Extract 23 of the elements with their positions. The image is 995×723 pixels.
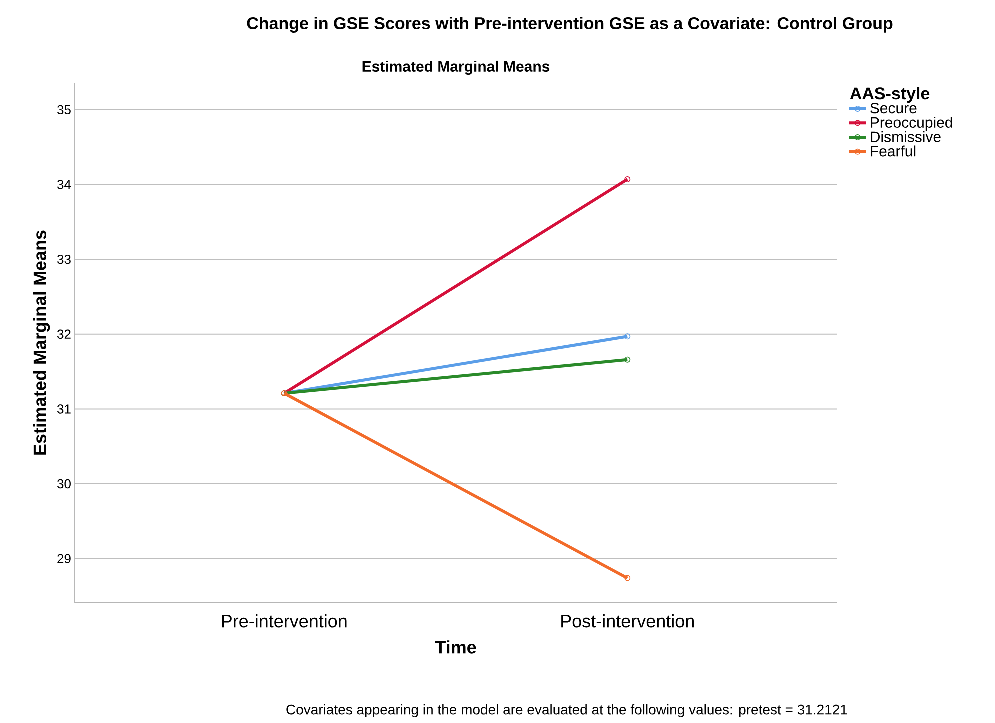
text: Covariates appearing in the model are evaluated at the following values: pretest = 31.2121	[286, 704, 848, 718]
y-tick-label: 30	[58, 479, 71, 489]
y-tick-label: 32	[58, 330, 71, 339]
legend-label: Fearful	[871, 146, 916, 157]
y-tick-label: 33	[58, 254, 71, 264]
chart-title: Change in GSE Scores with Pre-intervention GSE as a Covariate: Control Group	[247, 17, 893, 33]
legend-label: Secure	[870, 103, 917, 114]
point	[624, 575, 631, 582]
x-tick-label: Pre-intervention	[222, 614, 347, 628]
point	[624, 334, 631, 340]
legend-label: Preoccupied	[871, 116, 952, 131]
y-tick-label: 31	[58, 404, 71, 414]
y-tick-label: 35	[58, 105, 71, 115]
y-tick-label: 34	[58, 180, 72, 190]
y-axis-title: Estimated Marginal Means	[33, 230, 50, 455]
legend-label: Dismissive	[871, 131, 941, 142]
chart-subtitle: Estimated Marginal Means	[362, 60, 550, 76]
x-axis-title: Time	[435, 640, 476, 654]
legend-title: AAS-style	[850, 87, 930, 104]
y-tick-label: 29	[58, 554, 71, 564]
x-tick-label: Post-intervention	[562, 614, 694, 628]
point	[624, 176, 631, 183]
point	[624, 356, 631, 363]
